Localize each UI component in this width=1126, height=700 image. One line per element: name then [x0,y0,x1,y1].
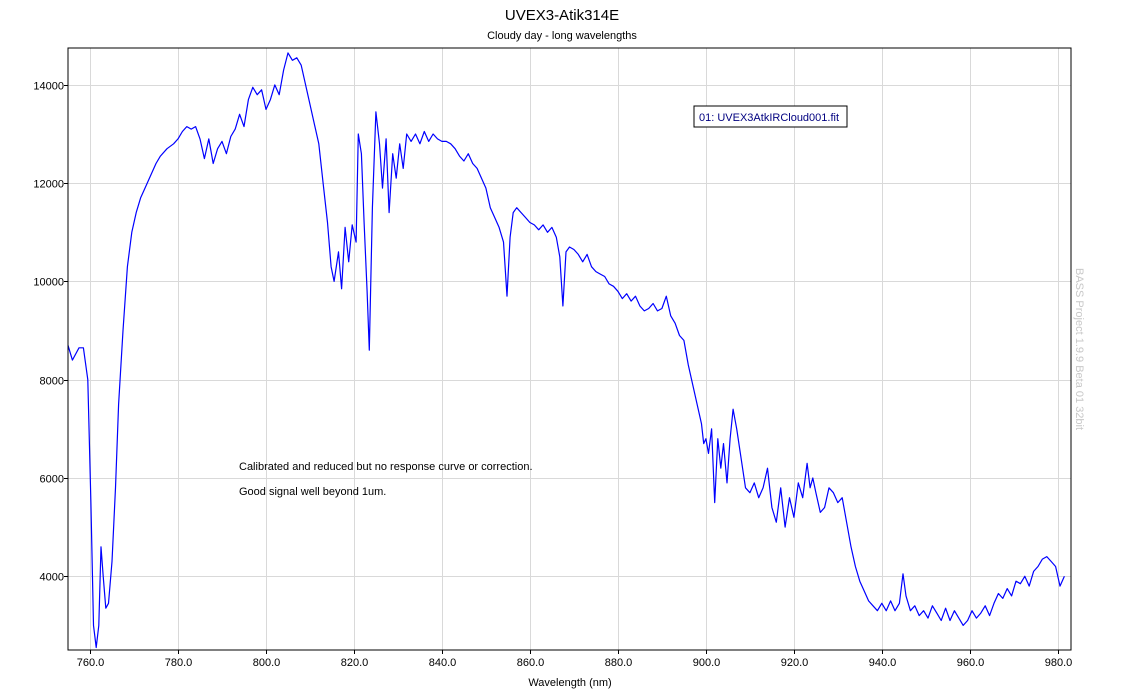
y-tick-label: 14000 [33,81,64,93]
y-tick-label: 6000 [40,474,64,486]
series-line [67,52,1065,649]
x-tick-label: 760.0 [77,657,105,669]
x-tick-label: 780.0 [165,657,193,669]
x-tick-label: 900.0 [693,657,721,669]
y-tick-label: 10000 [33,277,64,289]
x-tick-label: 920.0 [781,657,809,669]
x-axis-ticks: 760.0 780.0 800.0 820.0 840.0 860.0 880.0 900.0… [77,650,1073,669]
y-tick-label: 4000 [40,572,64,584]
x-tick-label: 800.0 [253,657,281,669]
x-tick-label: 860.0 [517,657,545,669]
chart-title: UVEX3-Atik314E [505,7,619,24]
x-axis-label: Wavelength (nm) [528,677,611,689]
y-tick-label: 8000 [40,376,64,388]
x-tick-label: 880.0 [605,657,633,669]
chart-subtitle: Cloudy day - long wavelengths [487,30,637,42]
x-tick-label: 960.0 [957,657,985,669]
legend-box [693,105,848,128]
annotation-calibrated: Calibrated and reduced but no response c… [239,461,533,473]
plot-frame [67,47,1072,651]
legend-entry: 01: UVEX3AtkIRCloud001.fit [699,112,839,124]
x-tick-label: 820.0 [341,657,369,669]
plot-area [68,48,1071,650]
x-tick-label: 940.0 [869,657,897,669]
grid [68,48,1071,650]
annotation-signal: Good signal well beyond 1um. [239,486,386,498]
software-credit: BASS Project 1.9.9 Beta 01 32bit [1073,268,1085,430]
x-tick-label: 980.0 [1045,657,1073,669]
y-axis-ticks: 4000 6000 8000 10000 12000 14000 [33,81,68,584]
x-tick-label: 840.0 [429,657,457,669]
legend: 01: UVEX3AtkIRCloud001.fit [693,105,848,128]
y-tick-label: 12000 [33,179,64,191]
